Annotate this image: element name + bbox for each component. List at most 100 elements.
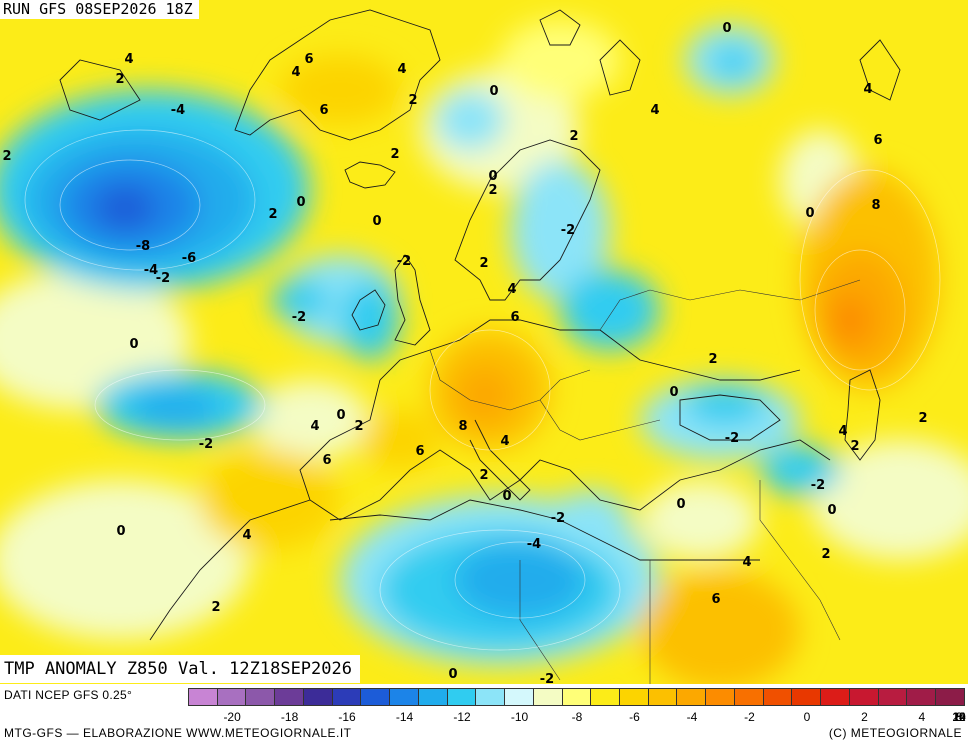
anomaly-map: 4 2 4 6 4 6 2 0 0 4 2 2 -4 2 0 2 0 2 0 0 4 6 8 -2 -8 -6 -4 -2 -2 2 4 6-… — [0, 0, 968, 684]
contour-label: 6 — [510, 310, 519, 325]
legend-swatch — [762, 688, 793, 706]
contour-label: 0 — [116, 524, 125, 539]
contour-label: 4 — [500, 434, 509, 449]
contour-label: 2 — [408, 93, 417, 108]
contour-label: 0 — [448, 667, 457, 682]
contour-label: 0 — [676, 497, 685, 512]
contour-label: 2 — [821, 547, 830, 562]
legend-tick: 2 — [861, 710, 868, 724]
legend-tick: 6 — [955, 710, 963, 724]
color-scale-bar — [188, 688, 965, 708]
contour-label: 2 — [354, 419, 363, 434]
legend-swatch — [188, 688, 218, 706]
contour-label: 6 — [415, 444, 424, 459]
legend-swatch — [360, 688, 391, 706]
legend-swatch — [676, 688, 707, 706]
contour-label: -2 — [561, 223, 575, 238]
legend-tick: 14 — [952, 710, 966, 724]
contour-label: 4 — [507, 282, 516, 297]
contour-label: -4 — [527, 537, 541, 552]
contour-label: 6 — [873, 133, 882, 148]
legend-tick: 20 — [952, 710, 966, 724]
contour-label: 4 — [650, 103, 659, 118]
legend-swatch — [877, 688, 908, 706]
coastlines-layer — [59, 9, 901, 684]
map-title: TMP ANOMALY Z850 Val. 12Z18SEP2026 — [0, 655, 360, 683]
contour-label: 2 — [850, 439, 859, 454]
contour-label: 0 — [372, 214, 381, 229]
contour-label: -2 — [551, 511, 565, 526]
contour-label: -8 — [136, 239, 150, 254]
contour-label: -2 — [540, 672, 554, 684]
legend-swatch — [935, 688, 965, 706]
legend-swatch — [274, 688, 304, 706]
contour-label: 2 — [268, 207, 277, 222]
contour-label: 6 — [711, 592, 720, 607]
contour-label: 0 — [805, 206, 814, 221]
contour-label: 4 — [242, 528, 251, 543]
contour-label: -2 — [156, 271, 170, 286]
contour-label: -2 — [199, 437, 213, 452]
contour-label: -2 — [397, 254, 411, 269]
legend-tick: -8 — [571, 710, 583, 724]
contour-label: 4 — [397, 62, 406, 77]
legend-tick: 0 — [803, 710, 811, 724]
legend-swatch — [216, 688, 247, 706]
contour-label: -2 — [292, 310, 306, 325]
copyright-text: (C) METEOGIORNALE — [828, 726, 962, 740]
legend-tick: -12 — [453, 710, 471, 724]
legend-swatch — [475, 688, 506, 706]
contour-label: 2 — [211, 600, 220, 615]
contour-label: 0 — [669, 385, 678, 400]
legend-tick: -14 — [395, 710, 414, 724]
contour-label: -6 — [182, 251, 196, 266]
contour-label: 4 — [742, 555, 751, 570]
contour-label: 0 — [488, 169, 497, 184]
contour-label: 0 — [827, 503, 836, 518]
contour-label: 4 — [863, 82, 872, 97]
credit-text: MTG-GFS — ELABORAZIONE WWW.METEOGIORNALE… — [4, 726, 352, 740]
contour-label: 2 — [479, 468, 488, 483]
contour-label: 2 — [390, 147, 399, 162]
legend-swatch — [848, 688, 879, 706]
legend-swatch — [791, 688, 822, 706]
contour-label: 0 — [296, 195, 305, 210]
contour-label: 0 — [336, 408, 345, 423]
contour-label: 2 — [918, 411, 927, 426]
contour-label: 0 — [129, 337, 138, 352]
contour-label: 4 — [310, 419, 319, 434]
contour-label: 2 — [479, 256, 488, 271]
contour-label: 0 — [502, 489, 511, 504]
contour-label: 2 — [2, 149, 11, 164]
legend-footer: DATI NCEP GFS 0.25° -20 -18 -16 -14 -12 -10 -8… — [0, 684, 968, 745]
legend-swatch — [705, 688, 735, 706]
legend-swatch — [532, 688, 563, 706]
legend-tick: -4 — [686, 710, 698, 724]
contour-label: 8 — [871, 198, 880, 213]
legend-tick: 4 — [918, 710, 926, 724]
legend-swatch — [245, 688, 276, 706]
legend-swatch — [733, 688, 764, 706]
contour-label: -2 — [725, 431, 739, 446]
legend-swatch — [906, 688, 937, 706]
contour-label: 4 — [124, 52, 133, 67]
legend-swatch — [302, 688, 333, 706]
run-label: RUN GFS 08SEP2026 18Z — [0, 0, 199, 19]
contour-label: -2 — [811, 478, 825, 493]
legend-tick: 8 — [955, 710, 963, 724]
legend-tick: -16 — [338, 710, 356, 724]
legend-swatch — [446, 688, 477, 706]
legend-tick: 16 — [952, 710, 966, 724]
legend-swatch — [504, 688, 534, 706]
isotherms — [24, 129, 941, 651]
contour-label: 4 — [838, 424, 847, 439]
contour-label: 0 — [722, 21, 731, 36]
contour-label: 6 — [304, 52, 313, 67]
legend-tick: -10 — [510, 710, 529, 724]
legend-tick: 12 — [952, 710, 966, 724]
contour-label: -4 — [144, 263, 158, 278]
legend-swatch — [331, 688, 362, 706]
color-scale-ticks: -20 -18 -16 -14 -12 -10 -8 -6 -4 -2 0 2 4 6 8 10 12 14 16 2… — [189, 710, 965, 724]
contour-label: 6 — [319, 103, 328, 118]
